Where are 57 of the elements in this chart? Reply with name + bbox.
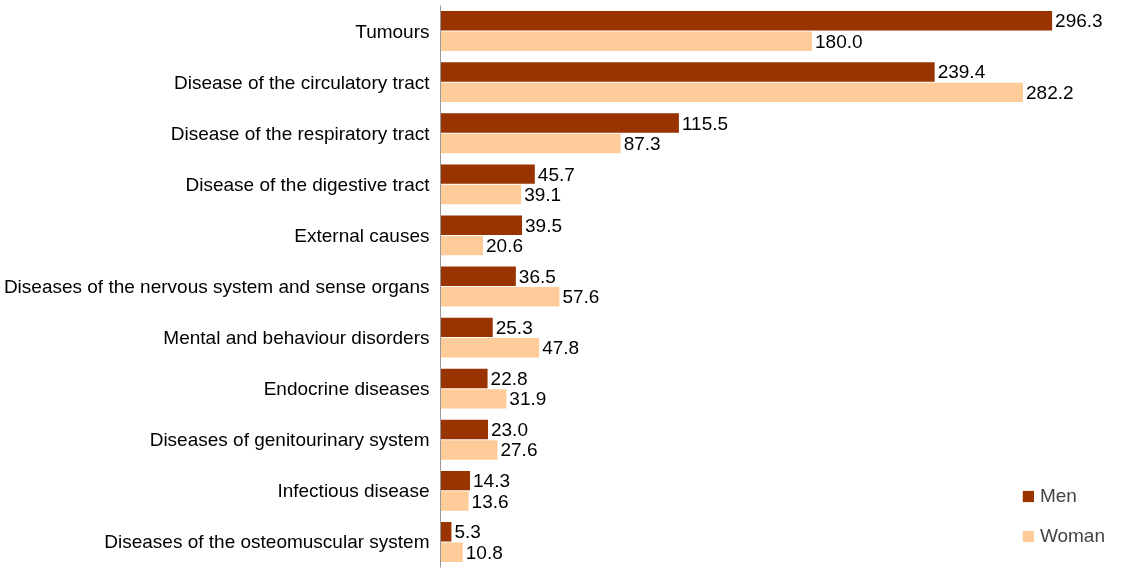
data-label: 23.0 (490, 419, 528, 441)
bar (440, 440, 498, 460)
bar (440, 368, 488, 389)
bar (440, 522, 452, 542)
data-label: 45.7 (537, 163, 575, 185)
data-label: 282.2 (1026, 81, 1074, 103)
data-label: 115.5 (681, 112, 729, 134)
data-label: 14.3 (473, 470, 510, 492)
y-tick-label: External causes (294, 224, 430, 246)
legend-label: Men (1039, 485, 1077, 507)
bar (440, 82, 1023, 103)
data-label: 20.6 (486, 235, 524, 257)
bar (440, 317, 493, 338)
bar (440, 287, 560, 307)
data-label: 296.3 (1055, 10, 1103, 32)
y-tick-label: Disease of the digestive tract (185, 173, 431, 195)
data-label: 87.3 (623, 132, 661, 154)
bar (440, 470, 471, 491)
data-label: 39.5 (525, 214, 563, 236)
bar (440, 184, 522, 205)
data-label: 36.5 (518, 265, 556, 287)
data-label: 39.1 (524, 184, 562, 206)
bar (440, 542, 463, 562)
y-tick-label: Mental and behaviour disorders (163, 327, 430, 349)
data-label: 57.6 (562, 286, 600, 308)
data-label: 5.3 (454, 521, 481, 543)
data-label: 22.8 (490, 367, 528, 389)
bar (440, 133, 621, 154)
y-tick-label: Endocrine diseases (263, 378, 430, 400)
y-tick-label: Disease of the circulatory tract (173, 71, 431, 93)
data-label: 25.3 (495, 316, 533, 338)
data-label: 31.9 (509, 388, 547, 410)
bar (440, 113, 679, 133)
bar (440, 389, 507, 409)
y-tick-label: Diseases of genitourinary system (149, 429, 430, 451)
bar (440, 338, 540, 358)
bar (440, 491, 469, 511)
data-label: 27.6 (500, 439, 538, 461)
bar (440, 215, 523, 235)
data-label: 10.8 (465, 541, 503, 563)
y-tick-label: Tumours (355, 20, 430, 42)
legend-label: Woman (1039, 525, 1105, 547)
bar (440, 235, 484, 256)
y-tick-label: Diseases of the osteomuscular system (104, 531, 430, 553)
data-label: 239.4 (937, 61, 986, 83)
bar (440, 419, 488, 440)
data-label: 13.6 (471, 490, 509, 512)
data-label: 180.0 (815, 30, 863, 52)
bar (440, 11, 1053, 31)
bar (440, 164, 535, 184)
y-tick-label: Disease of the respiratory tract (170, 122, 431, 144)
y-tick-label: Infectious disease (277, 480, 430, 502)
y-tick-label: Diseases of the nervous system and sense organs (3, 276, 430, 297)
bar (440, 62, 935, 82)
data-label: 47.8 (542, 337, 580, 359)
bar (440, 266, 516, 286)
bar (440, 31, 813, 51)
